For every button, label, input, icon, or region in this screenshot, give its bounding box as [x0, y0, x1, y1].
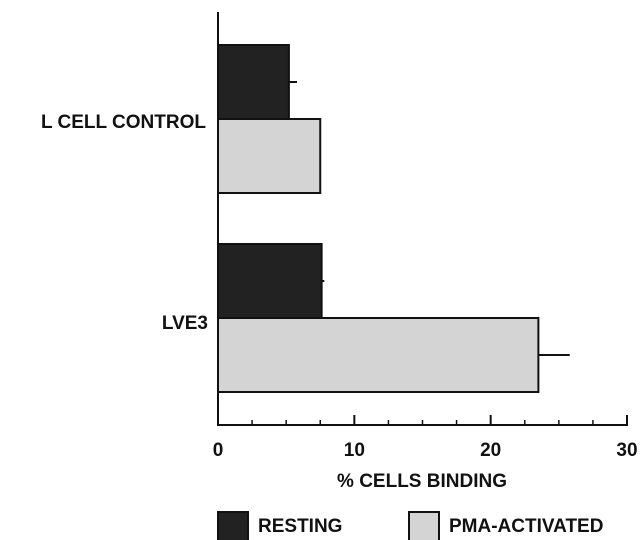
- x-tick-label: 20: [480, 440, 501, 461]
- category-label: LVE3: [162, 313, 208, 334]
- legend-label: PMA-ACTIVATED: [449, 516, 603, 537]
- x-axis-title: % CELLS BINDING: [337, 471, 507, 492]
- x-tick-label: 30: [616, 440, 637, 461]
- legend-label: RESTING: [258, 516, 342, 537]
- legend-swatch: [217, 511, 249, 540]
- category-label: L CELL CONTROL: [41, 112, 206, 133]
- category-labels: L CELL CONTROL LVE3: [41, 112, 208, 334]
- bar-1-0: [217, 118, 322, 194]
- bar-1-1: [217, 317, 540, 393]
- x-tick-label: 10: [344, 440, 365, 461]
- ticks-layer: 0 10 20 30: [213, 415, 638, 461]
- x-tick-label: 0: [213, 440, 224, 461]
- bars-layer: [217, 44, 570, 393]
- legend-swatch: [408, 511, 440, 540]
- bar-0-1: [217, 243, 323, 319]
- legend: RESTING PMA-ACTIVATED: [217, 511, 603, 540]
- bar-0-0: [217, 44, 290, 120]
